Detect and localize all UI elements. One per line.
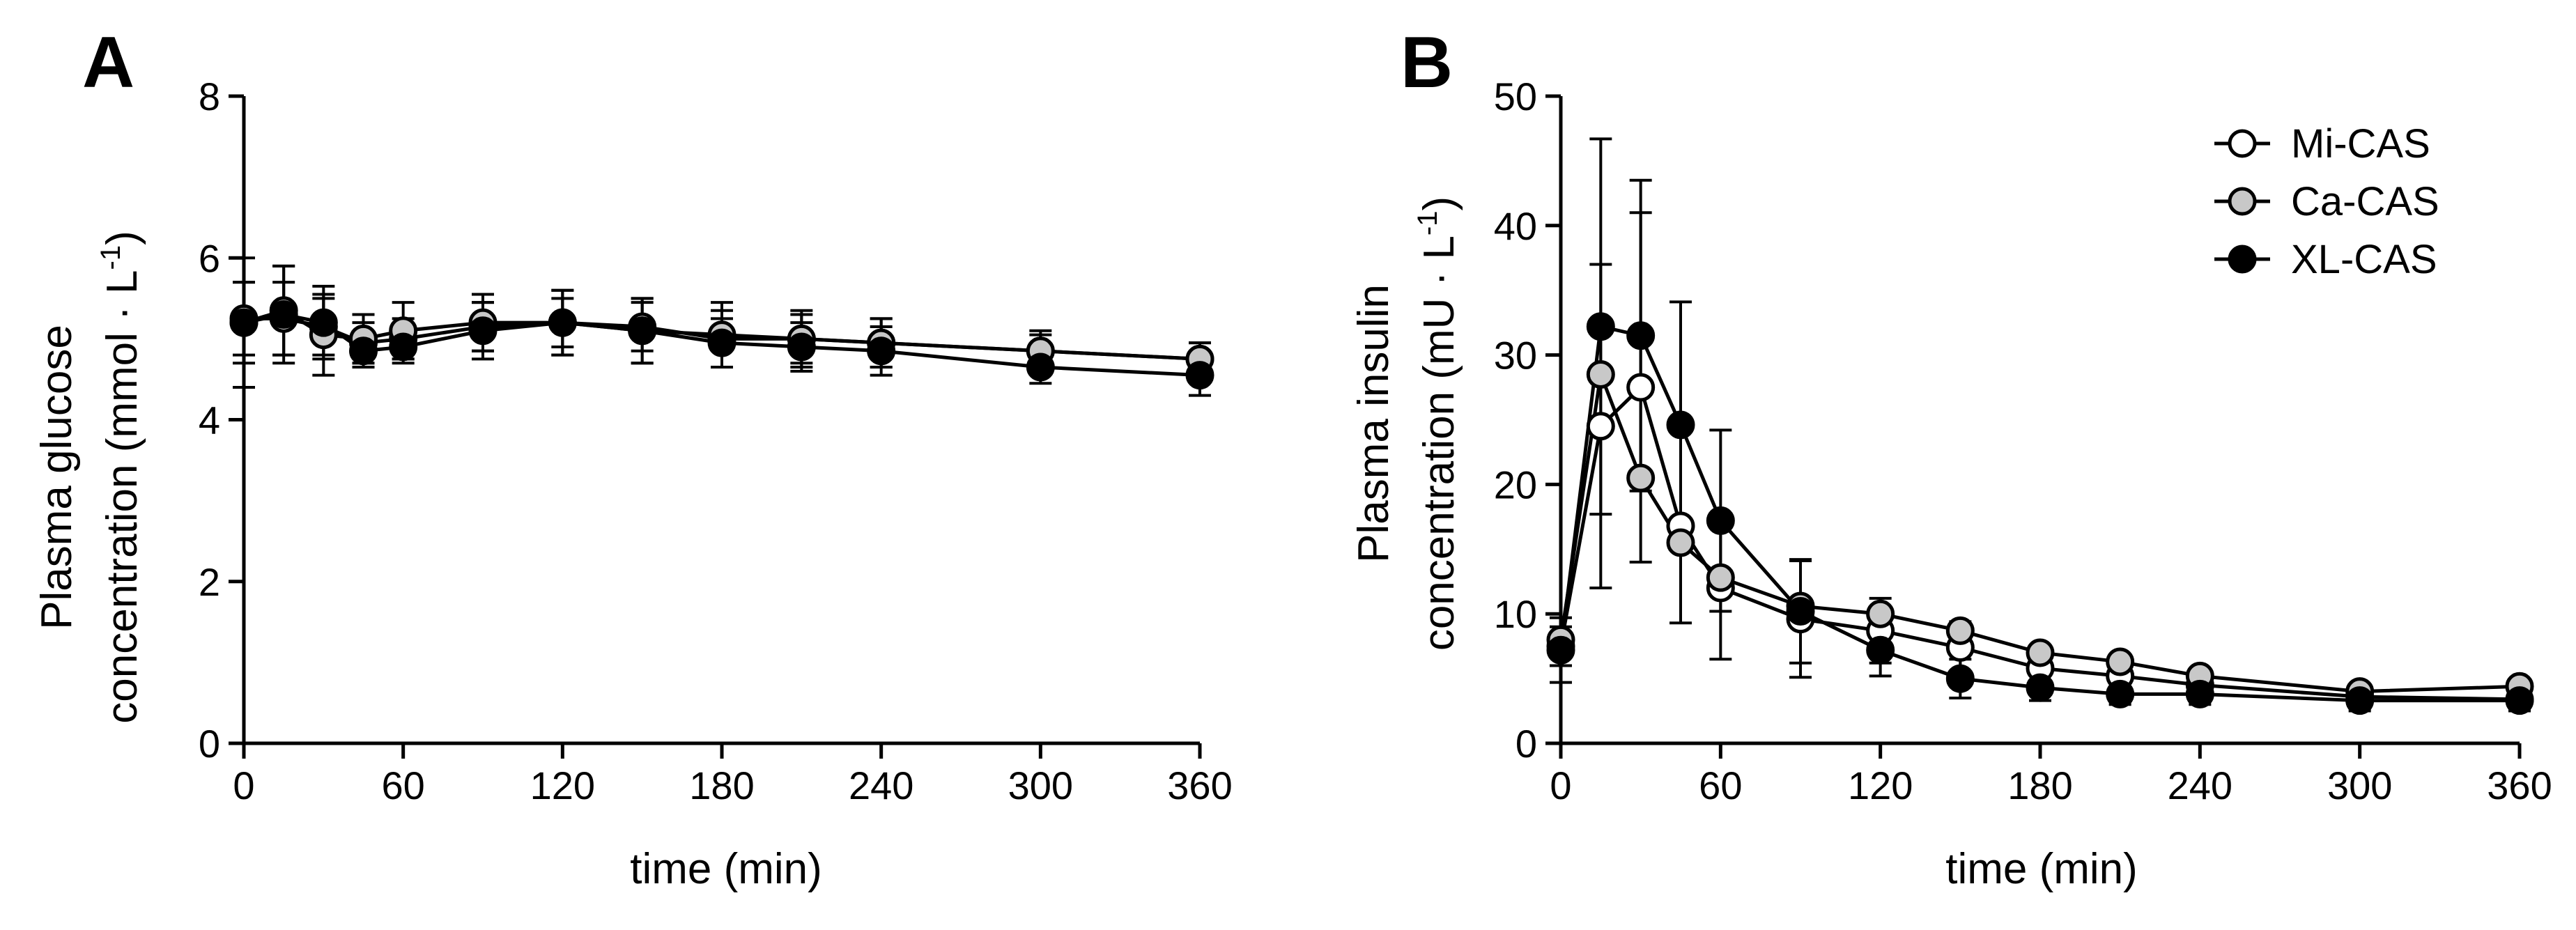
panel-a-xl-cas-point: [349, 336, 378, 366]
panel-b-ca-cas-point: [1866, 599, 1895, 628]
legend-item-mi-cas: Mi-CAS: [2214, 121, 2430, 166]
panel-b-ca-cas-point: [1706, 563, 1735, 592]
panel-a-xl-cas-point: [309, 308, 338, 337]
panel-b-legend: Mi-CAS Ca-CAS XL-CAS: [2214, 121, 2439, 282]
legend-xl-cas-marker: [2228, 245, 2257, 274]
panel-b-x-tick-label: 240: [2168, 764, 2232, 807]
panel-b-y-axis-title-main: concentration (mU · L: [1415, 235, 1463, 651]
panel-a-y-tick-label: 6: [199, 236, 220, 280]
panel-b-y-tick-label: 20: [1494, 463, 1537, 506]
panel-a-y-axis-title-line1: Plasma glucose: [33, 325, 81, 630]
legend-item-xl-cas: XL-CAS: [2214, 237, 2437, 282]
panel-b-x-tick-label: 180: [2007, 764, 2072, 807]
panel-a-series: [229, 256, 1214, 397]
panel-a-y-tick-label: 0: [199, 722, 220, 766]
panel-a-x-tick-label: 240: [849, 764, 913, 807]
panel-b-xl-cas-point: [2505, 686, 2534, 715]
panel-a-y-tick-label: 8: [199, 75, 220, 118]
panel-b-xl-cas-point: [1866, 635, 1895, 665]
panel-a-x-axis-title: time (min): [630, 845, 822, 893]
panel-a-y-axis-title-main: concentration (mmol · L: [98, 270, 146, 723]
panel-a-x-tick-label: 300: [1008, 764, 1073, 807]
panel-a: A 0 60 120 180 240 300 360 0 2 4 6 8 time (min) Pla…: [33, 22, 1233, 893]
panel-b-ca-cas-point: [2026, 638, 2055, 667]
panel-a-x-tick-label: 120: [530, 764, 595, 807]
panel-b-xl-cas-point: [1546, 635, 1575, 665]
panel-b-y-tick-label: 0: [1515, 722, 1537, 766]
panel-a-xl-cas-point: [468, 316, 498, 346]
panel-a-y-axis-title-tail: ): [98, 231, 146, 245]
panel-b-xl-cas-point: [2185, 679, 2214, 708]
panel-a-xl-cas-point: [269, 300, 298, 330]
panel-a-xl-cas-point: [229, 308, 259, 337]
panel-a-xl-cas-point: [707, 328, 736, 357]
panel-a-x-tick-label: 180: [689, 764, 754, 807]
panel-b-xl-cas-point: [2345, 686, 2375, 715]
panel-b-y-tick-label: 50: [1494, 75, 1537, 118]
legend-xl-cas-label: XL-CAS: [2291, 237, 2437, 282]
panel-a-xl-cas-point: [787, 332, 816, 362]
legend-ca-cas-marker: [2228, 187, 2257, 216]
panel-b-y-axis-title-tail: ): [1415, 196, 1463, 211]
panel-b-mi-cas-point: [1626, 373, 1656, 402]
panel-a-xl-cas-point: [628, 316, 657, 346]
panel-b-y-axis-title-sup: -1: [1412, 210, 1443, 235]
panel-a-xl-cas-point: [867, 336, 896, 366]
panel-b-ca-cas-point: [2106, 647, 2135, 676]
panel-a-xl-cas-point: [1185, 361, 1214, 390]
panel-b-y-tick-label: 40: [1494, 204, 1537, 248]
panel-b-x-tick-label: 0: [1550, 764, 1571, 807]
legend-ca-cas-label: Ca-CAS: [2291, 179, 2439, 224]
panel-a-x-tick-label: 60: [382, 764, 425, 807]
panel-b-y-axis-title-line2: concentration (mU · L-1): [1412, 196, 1463, 651]
panel-b-xl-cas-point: [1945, 664, 1975, 693]
panel-b-ca-cas-point: [1666, 528, 1695, 557]
panel-b-letter: B: [1401, 22, 1453, 103]
panel-b-xl-cas-point: [2106, 679, 2135, 708]
panel-a-x-tick-label: 360: [1167, 764, 1232, 807]
legend-item-ca-cas: Ca-CAS: [2214, 179, 2439, 224]
panel-b-ca-cas-point: [1945, 616, 1975, 645]
panel-b-y-tick-label: 30: [1494, 334, 1537, 378]
panel-b-ca-cas-point: [1586, 359, 1615, 389]
panel-b-x-tick-label: 120: [1848, 764, 1913, 807]
panel-a-xl-cas-point: [1026, 352, 1055, 382]
panel-b-x-axis-title: time (min): [1945, 845, 2138, 893]
panel-b-xl-cas-point: [1786, 596, 1815, 626]
panel-a-y-axis-title-line2: concentration (mmol · L-1): [95, 231, 146, 723]
legend-mi-cas-label: Mi-CAS: [2291, 121, 2430, 166]
panel-b-x-tick-label: 300: [2327, 764, 2392, 807]
panel-a-xl-cas-point: [548, 308, 577, 337]
panel-a-y-tick-label: 2: [199, 560, 220, 604]
panel-b-xl-cas-point: [1706, 506, 1735, 535]
panel-b-xl-cas-point: [1626, 321, 1656, 350]
panel-b-xl-cas-point: [1586, 312, 1615, 341]
panel-a-x-tick-label: 0: [233, 764, 254, 807]
panel-b-ca-cas-point: [1626, 463, 1656, 493]
panel-b-mi-cas-point: [1586, 412, 1615, 441]
panel-a-axes: 0 60 120 180 240 300 360 0 2 4 6 8: [199, 75, 1233, 807]
panel-a-y-tick-label: 4: [199, 398, 220, 442]
panel-a-letter: A: [82, 22, 134, 103]
panel-b-series: [1546, 137, 2534, 715]
panel-b-y-tick-label: 10: [1494, 592, 1537, 636]
panel-a-xl-cas-point: [389, 332, 418, 362]
panel-a-y-axis-title-sup: -1: [95, 245, 126, 270]
panel-b-xl-cas-point: [1666, 410, 1695, 440]
panel-b: B 0 60 120 180 240 300 360 0 10 20 30 40 50 time (mi…: [1350, 22, 2552, 893]
panel-b-y-axis-title-line1: Plasma insulin: [1350, 284, 1398, 563]
panel-b-xl-cas-point: [2026, 673, 2055, 702]
panel-b-x-tick-label: 360: [2487, 764, 2552, 807]
legend-mi-cas-marker: [2228, 129, 2257, 158]
panel-b-x-tick-label: 60: [1699, 764, 1742, 807]
